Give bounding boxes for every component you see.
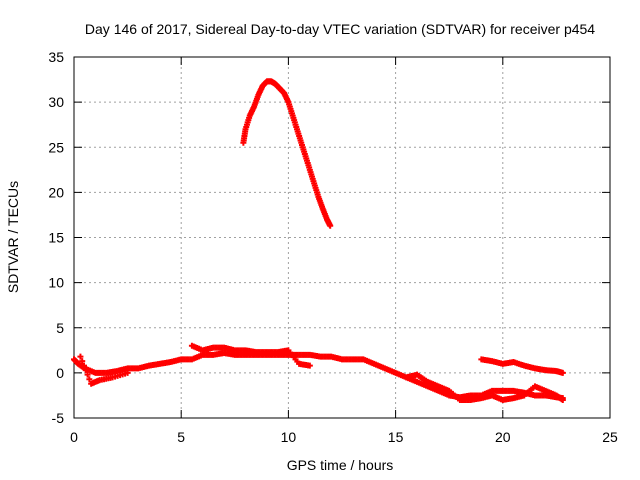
chart-title: Day 146 of 2017, Sidereal Day-to-day VTE…: [85, 21, 595, 37]
x-tick-label: 15: [388, 429, 404, 445]
x-tick-label: 0: [70, 429, 78, 445]
data-point: [82, 367, 89, 374]
y-tick-label: 0: [56, 365, 64, 381]
y-tick-label: -5: [52, 410, 65, 426]
y-tick-label: 15: [48, 230, 64, 246]
x-tick-label: 10: [281, 429, 297, 445]
x-axis-label: GPS time / hours: [287, 457, 394, 473]
y-tick-label: 25: [48, 139, 64, 155]
y-tick-label: 10: [48, 275, 64, 291]
series-lower-branch: [77, 353, 131, 387]
axes-layer: 0 5 10 15 20 25 -5 0 5 10 15 20 25 30 35: [48, 49, 618, 445]
points-layer: [71, 78, 566, 403]
x-tick-label: 25: [602, 429, 618, 445]
series-late-branch: [478, 356, 566, 376]
y-axis-label: SDTVAR / TECUs: [5, 181, 21, 293]
x-tick-label: 20: [495, 429, 511, 445]
grid-layer: [74, 57, 610, 418]
series-arc-trace: [240, 78, 334, 229]
y-tick-label: 30: [48, 94, 64, 110]
data-point: [306, 362, 313, 369]
data-point: [559, 369, 566, 376]
data-point: [559, 396, 566, 403]
x-tick-label: 5: [177, 429, 185, 445]
series-mid-branch: [188, 342, 313, 369]
data-point: [84, 371, 91, 378]
data-point: [77, 353, 84, 360]
y-tick-label: 35: [48, 49, 64, 65]
y-tick-label: 5: [56, 320, 64, 336]
data-point: [81, 362, 88, 369]
series-evening-branch: [403, 371, 566, 403]
data-point: [124, 369, 131, 376]
plot-frame: [73, 56, 611, 419]
data-point: [79, 358, 86, 365]
data-point: [86, 376, 93, 383]
y-tick-label: 20: [48, 184, 64, 200]
data-point: [327, 222, 334, 229]
